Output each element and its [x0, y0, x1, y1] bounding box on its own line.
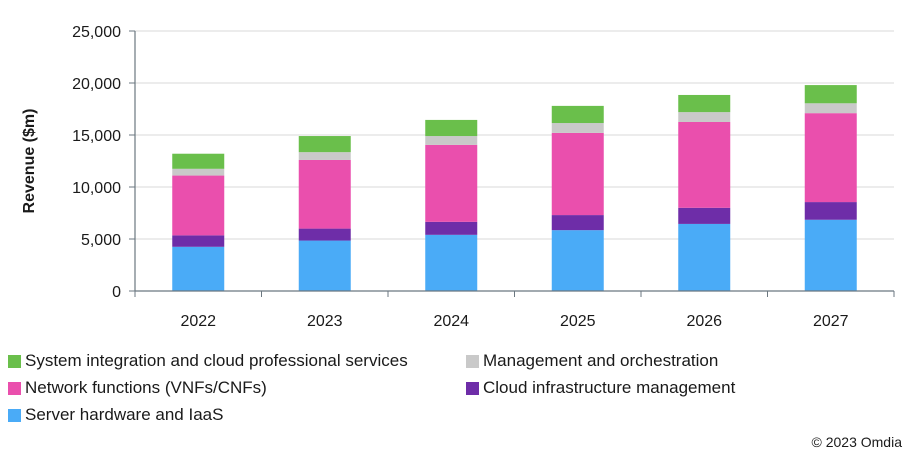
bar-segment-server-hardware-and-iaas: [172, 246, 225, 291]
y-tick-labels: 0 5,000 10,000 15,000 20,000 25,000: [72, 24, 121, 301]
bar-segment-server-hardware-and-iaas: [425, 234, 478, 291]
bar-segment-server-hardware-and-iaas: [298, 240, 351, 291]
bar-stack-2026: [678, 94, 731, 291]
y-tick-label: 0: [112, 284, 121, 301]
bar-segment-server-hardware-and-iaas: [678, 223, 731, 291]
bar-segment-system-integration-and-cloud-professional-services: [172, 153, 225, 169]
y-axis-title: Revenue ($m): [21, 109, 38, 214]
legend-label: System integration and cloud professiona…: [25, 351, 408, 370]
x-tick-label: 2022: [180, 313, 216, 330]
legend-item-cloud-infrastructure: Cloud infrastructure management: [466, 378, 735, 398]
copyright-text: © 2023 Omdia: [811, 434, 902, 450]
bar-segment-network-functions-vnfs-cnfs: [551, 132, 604, 216]
bar-segment-network-functions-vnfs-cnfs: [298, 159, 351, 229]
bar-segment-management-and-orchestration: [678, 112, 731, 122]
bar-segment-cloud-infrastructure-management: [298, 228, 351, 241]
x-tick-label: 2025: [560, 313, 596, 330]
bar-segment-cloud-infrastructure-management: [172, 235, 225, 247]
bar-segment-cloud-infrastructure-management: [425, 221, 478, 235]
y-tick-label: 15,000: [72, 128, 121, 145]
bar-segment-management-and-orchestration: [172, 168, 225, 176]
bar-segment-server-hardware-and-iaas: [551, 230, 604, 291]
bar-segment-network-functions-vnfs-cnfs: [804, 113, 857, 203]
bar-segment-system-integration-and-cloud-professional-services: [298, 136, 351, 153]
bar-segment-management-and-orchestration: [425, 136, 478, 145]
legend-label: Cloud infrastructure management: [483, 378, 736, 397]
y-tick-label: 10,000: [72, 180, 121, 197]
bar-segment-management-and-orchestration: [804, 103, 857, 114]
x-tick-label: 2024: [433, 313, 469, 330]
y-tick-label: 25,000: [72, 24, 121, 41]
legend-swatch: [466, 354, 479, 368]
legend-item-system-integration: System integration and cloud professiona…: [8, 351, 408, 371]
bar-segment-system-integration-and-cloud-professional-services: [551, 105, 604, 124]
bar-segment-network-functions-vnfs-cnfs: [678, 122, 731, 208]
legend-label: Network functions (VNFs/CNFs): [25, 378, 267, 397]
y-tick-label: 5,000: [81, 232, 121, 249]
bar-stack-2024: [425, 119, 478, 291]
bar-segment-cloud-infrastructure-management: [678, 207, 731, 224]
bar-segment-cloud-infrastructure-management: [804, 202, 857, 220]
bar-segment-system-integration-and-cloud-professional-services: [425, 119, 478, 137]
bar-segment-server-hardware-and-iaas: [804, 219, 857, 291]
legend-item-server-hardware: Server hardware and IaaS: [8, 405, 223, 425]
bar-stack-2027: [804, 85, 857, 291]
gridlines: [135, 30, 894, 240]
bar-stack-2023: [298, 136, 351, 291]
y-tick-label: 20,000: [72, 76, 121, 93]
x-tick-label: 2026: [686, 313, 722, 330]
x-tick-labels: 2022 2023 2024 2025 2026 2027: [180, 313, 848, 330]
bar-segment-system-integration-and-cloud-professional-services: [804, 85, 857, 104]
legend-swatch: [466, 381, 479, 395]
legend-swatch: [8, 381, 21, 395]
axes: [129, 30, 895, 297]
bar-segment-system-integration-and-cloud-professional-services: [678, 94, 731, 113]
bar-segment-management-and-orchestration: [298, 152, 351, 160]
legend-swatch: [8, 408, 21, 422]
legend-item-management-orchestration: Management and orchestration: [466, 351, 718, 371]
bar-stack-2022: [172, 153, 225, 291]
x-tick-label: 2023: [307, 313, 343, 330]
bar-segment-management-and-orchestration: [551, 123, 604, 133]
legend-swatch: [8, 354, 21, 368]
legend-label: Server hardware and IaaS: [25, 405, 224, 424]
bars: [172, 85, 857, 291]
bar-stack-2025: [551, 105, 604, 291]
x-tick-label: 2027: [813, 313, 849, 330]
legend-item-network-functions: Network functions (VNFs/CNFs): [8, 378, 267, 398]
bar-segment-cloud-infrastructure-management: [551, 215, 604, 231]
bar-segment-network-functions-vnfs-cnfs: [425, 144, 478, 222]
legend-label: Management and orchestration: [483, 351, 719, 370]
bar-segment-network-functions-vnfs-cnfs: [172, 175, 225, 236]
